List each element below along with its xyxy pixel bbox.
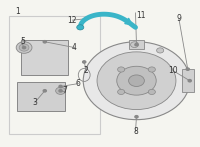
Text: 5: 5 [21,37,26,46]
FancyBboxPatch shape [21,40,68,75]
Circle shape [117,66,156,95]
Text: 3: 3 [32,98,37,107]
Circle shape [97,52,176,110]
Circle shape [59,90,62,92]
Circle shape [43,41,46,43]
Text: 7: 7 [62,86,67,95]
Circle shape [22,46,26,49]
Circle shape [135,116,138,118]
FancyBboxPatch shape [17,82,64,111]
Circle shape [85,17,88,20]
Text: 1: 1 [15,7,20,16]
Circle shape [188,80,191,82]
Circle shape [148,89,155,95]
Circle shape [43,90,46,92]
FancyBboxPatch shape [182,69,194,92]
Circle shape [59,85,62,88]
Text: 11: 11 [137,11,146,20]
Circle shape [129,75,144,86]
Circle shape [56,87,65,94]
Text: 4: 4 [72,43,77,52]
Text: 8: 8 [133,127,138,136]
Text: 10: 10 [168,66,178,75]
Circle shape [16,42,32,53]
FancyBboxPatch shape [129,40,144,49]
Circle shape [19,44,29,51]
Circle shape [118,67,125,72]
Text: 9: 9 [176,14,181,23]
Circle shape [148,67,155,72]
Circle shape [131,42,138,47]
Circle shape [135,44,138,46]
Text: 2: 2 [84,66,89,75]
Circle shape [83,42,190,120]
Circle shape [118,89,125,95]
Circle shape [157,48,164,53]
Circle shape [83,61,86,63]
Circle shape [186,68,189,70]
Text: 6: 6 [76,79,81,88]
Circle shape [77,25,84,30]
Text: 12: 12 [68,16,77,25]
